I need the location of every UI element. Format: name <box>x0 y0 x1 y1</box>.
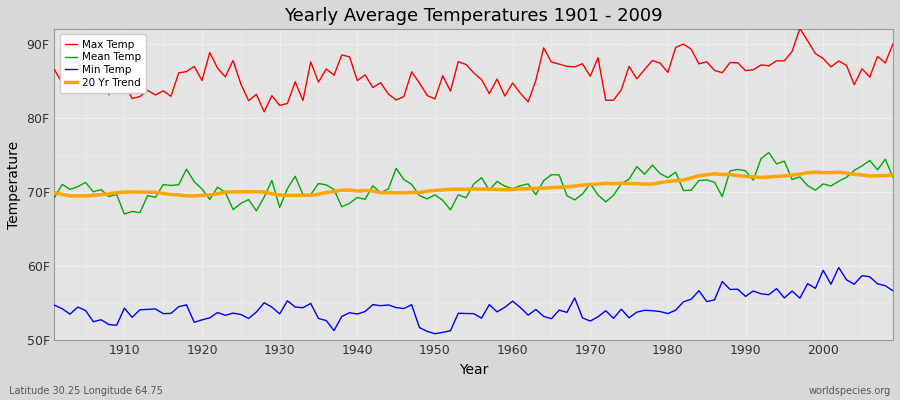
20 Yr Trend <box>810 170 821 174</box>
20 Yr Trend <box>515 186 526 191</box>
Max Temp <box>50 67 60 72</box>
Text: Latitude 30.25 Longitude 64.75: Latitude 30.25 Longitude 64.75 <box>9 386 163 396</box>
20 Yr Trend <box>508 187 518 192</box>
20 Yr Trend <box>887 172 898 177</box>
Mean Temp <box>515 183 526 188</box>
Min Temp <box>328 328 339 333</box>
20 Yr Trend <box>80 194 91 198</box>
Max Temp <box>515 91 526 96</box>
Legend: Max Temp, Mean Temp, Min Temp, 20 Yr Trend: Max Temp, Mean Temp, Min Temp, 20 Yr Tre… <box>59 34 146 93</box>
X-axis label: Year: Year <box>459 363 489 377</box>
20 Yr Trend <box>608 181 619 186</box>
Min Temp <box>429 331 440 336</box>
20 Yr Trend <box>50 190 60 195</box>
Min Temp <box>282 298 292 303</box>
Min Temp <box>608 316 619 321</box>
Mean Temp <box>608 193 619 198</box>
Mean Temp <box>50 195 60 200</box>
Mean Temp <box>763 150 774 155</box>
Min Temp <box>50 303 60 308</box>
Max Temp <box>258 110 269 114</box>
20 Yr Trend <box>337 188 347 192</box>
20 Yr Trend <box>290 193 301 198</box>
Max Temp <box>290 79 301 84</box>
Text: worldspecies.org: worldspecies.org <box>809 386 891 396</box>
Max Temp <box>508 80 518 85</box>
Line: 20 Yr Trend: 20 Yr Trend <box>55 172 893 196</box>
Mean Temp <box>112 192 122 197</box>
Min Temp <box>515 305 526 310</box>
20 Yr Trend <box>119 190 130 194</box>
Line: Min Temp: Min Temp <box>55 268 893 334</box>
Mean Temp <box>887 175 898 180</box>
Min Temp <box>508 299 518 304</box>
Max Temp <box>608 98 619 102</box>
Mean Temp <box>290 174 301 179</box>
Mean Temp <box>508 186 518 191</box>
Min Temp <box>887 288 898 293</box>
Y-axis label: Temperature: Temperature <box>7 140 21 228</box>
Mean Temp <box>119 212 130 216</box>
Max Temp <box>795 26 806 31</box>
Max Temp <box>887 41 898 46</box>
Line: Mean Temp: Mean Temp <box>55 152 893 214</box>
Min Temp <box>112 323 122 328</box>
Title: Yearly Average Temperatures 1901 - 2009: Yearly Average Temperatures 1901 - 2009 <box>284 7 663 25</box>
Line: Max Temp: Max Temp <box>55 28 893 112</box>
Mean Temp <box>337 204 347 209</box>
Min Temp <box>833 265 844 270</box>
Max Temp <box>337 52 347 57</box>
Max Temp <box>112 73 122 78</box>
